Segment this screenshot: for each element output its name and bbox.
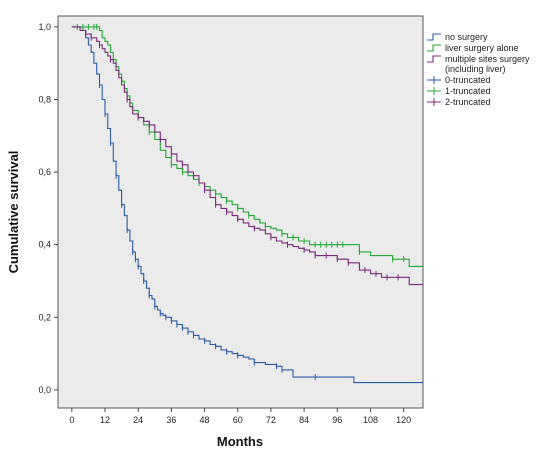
x-tick-label: 84 bbox=[299, 415, 309, 425]
survival-curve bbox=[71, 26, 423, 384]
plot-background bbox=[57, 15, 424, 409]
x-tick-label: 0 bbox=[69, 415, 74, 425]
y-tick-label: 0,6 bbox=[38, 167, 51, 177]
series-0 bbox=[71, 26, 423, 384]
legend-label: multiple sites surgery bbox=[445, 54, 530, 64]
y-tick-label: 0,4 bbox=[38, 240, 51, 250]
legend-entry: liver surgery alone bbox=[427, 43, 519, 53]
legend-entry: multiple sites surgery(including liver) bbox=[427, 54, 530, 74]
x-tick-label: 24 bbox=[133, 415, 143, 425]
series-layer bbox=[71, 23, 423, 384]
legend-label: no surgery bbox=[445, 32, 488, 42]
x-axis-title: Months bbox=[217, 434, 263, 449]
legend-entry: 0-truncated bbox=[427, 75, 491, 85]
legend-label: 0-truncated bbox=[445, 75, 491, 85]
legend-swatch bbox=[427, 33, 441, 41]
legend-label: (including liver) bbox=[445, 64, 506, 74]
x-tick-label: 96 bbox=[332, 415, 342, 425]
x-tick-label: 48 bbox=[200, 415, 210, 425]
x-tick-label: 36 bbox=[166, 415, 176, 425]
legend-label: 2-truncated bbox=[445, 97, 491, 107]
x-tick-label: 72 bbox=[266, 415, 276, 425]
legend-entry: 2-truncated bbox=[427, 97, 491, 107]
y-axis: 0,0 0,2 0,4 0,6 0,8 1,0 bbox=[38, 22, 58, 395]
y-axis-title: Cumulative survival bbox=[6, 151, 21, 274]
legend-label: liver surgery alone bbox=[445, 43, 519, 53]
legend-swatch bbox=[427, 55, 441, 63]
series-2 bbox=[71, 26, 423, 286]
legend-entry: no surgery bbox=[427, 32, 488, 42]
legend-label: 1-truncated bbox=[445, 86, 491, 96]
legend-entry: 1-truncated bbox=[427, 86, 491, 96]
x-axis: 0 12 24 36 48 60 72 84 96 108 120 bbox=[69, 408, 411, 425]
legend-swatch bbox=[427, 44, 441, 52]
x-tick-label: 12 bbox=[100, 415, 110, 425]
y-tick-label: 1,0 bbox=[38, 22, 51, 32]
x-tick-label: 108 bbox=[363, 415, 378, 425]
x-tick-label: 60 bbox=[233, 415, 243, 425]
survival-curve bbox=[71, 26, 423, 286]
x-tick-label: 120 bbox=[396, 415, 411, 425]
y-tick-label: 0,8 bbox=[38, 94, 51, 104]
y-tick-label: 0,2 bbox=[38, 312, 51, 322]
y-tick-label: 0,0 bbox=[38, 385, 51, 395]
